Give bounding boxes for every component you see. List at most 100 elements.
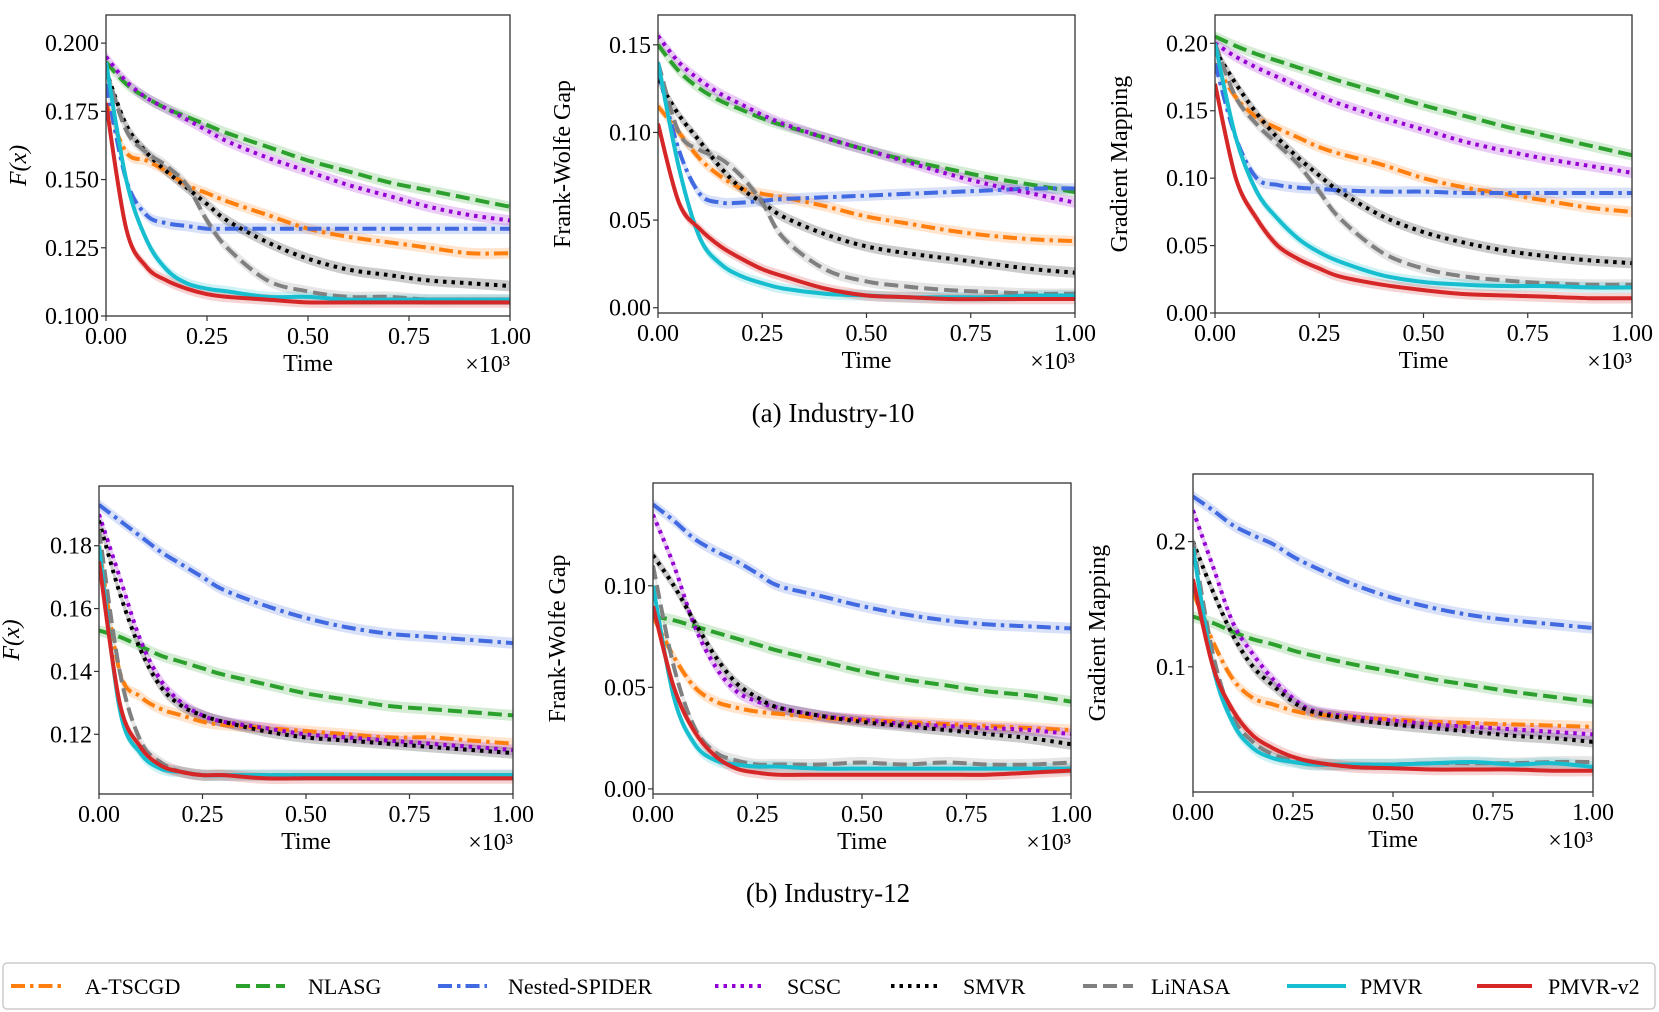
x-axis-label: Time bbox=[1399, 348, 1449, 374]
x-axis-scale-label: ×10³ bbox=[468, 830, 513, 856]
x-tick-label: 0.75 bbox=[950, 321, 992, 347]
legend-label: SCSC bbox=[787, 974, 841, 999]
legend-item-scsc: SCSC bbox=[715, 974, 841, 999]
series-line-nested-spider bbox=[653, 502, 1071, 631]
series-line-a-tscgd bbox=[653, 615, 1071, 732]
series-line-a-tscgd bbox=[99, 545, 513, 746]
legend: A-TSCGD NLASG Nested-SPIDER SCSC SMVR LiNASA P… bbox=[2, 962, 1656, 1010]
band-scsc bbox=[658, 30, 1075, 208]
series-line-nested-spider bbox=[106, 83, 510, 231]
band-pmvr bbox=[99, 540, 513, 781]
y-axis-label: F(x) bbox=[6, 145, 32, 187]
series-line-pmvr-v2 bbox=[106, 102, 510, 305]
band-nested-spider bbox=[1193, 490, 1593, 634]
band-pmvr-v2 bbox=[106, 97, 510, 308]
series-line-nlasg bbox=[106, 60, 510, 209]
x-axis-label: Time bbox=[281, 829, 331, 855]
subplot-6: 0.00 0.25 0.50 0.75 1.00 0.1 0.2 Time ×10³ Gradie… bbox=[1085, 473, 1614, 854]
x-tick-label: 0.00 bbox=[85, 324, 127, 350]
y-tick-label: 0.10 bbox=[609, 120, 651, 146]
series-line-pmvr-v2 bbox=[99, 561, 513, 781]
y-tick-label: 0.00 bbox=[609, 296, 651, 322]
series-line-nlasg bbox=[1215, 34, 1632, 158]
y-tick-label: 0.1 bbox=[1156, 655, 1186, 681]
legend-label: SMVR bbox=[963, 974, 1026, 999]
subplot-3: 0.00 0.25 0.50 0.75 1.00 0.00 0.05 0.10 0.15 0.20… bbox=[1107, 14, 1653, 375]
x-tick-label: 0.75 bbox=[388, 324, 430, 350]
x-tick-label: 1.00 bbox=[1054, 321, 1096, 347]
series-line-a-tscgd bbox=[658, 104, 1075, 244]
y-axis-label: Gradient Mapping bbox=[1085, 545, 1111, 722]
x-tick-label: 0.75 bbox=[1472, 800, 1514, 826]
series-line-pmvr-v2 bbox=[1215, 83, 1632, 301]
band-nlasg bbox=[653, 610, 1071, 708]
x-tick-label: 0.00 bbox=[1172, 800, 1214, 826]
x-tick-label: 0.50 bbox=[846, 321, 888, 347]
x-axis-label: Time bbox=[283, 351, 333, 377]
series-line-linasa bbox=[1215, 42, 1632, 287]
legend-label: Nested-SPIDER bbox=[508, 974, 653, 999]
x-tick-label: 0.00 bbox=[632, 802, 674, 828]
legend-item-nested-spider: Nested-SPIDER bbox=[438, 974, 653, 999]
subplot-5: 0.00 0.25 0.50 0.75 1.00 0.00 0.05 0.10 Time ×10³… bbox=[545, 482, 1092, 856]
band-nlasg bbox=[106, 56, 510, 213]
series-line-smvr bbox=[653, 554, 1071, 747]
x-tick-label: 0.50 bbox=[1372, 800, 1414, 826]
series-line-pmvr bbox=[106, 61, 510, 302]
series-line-pmvr bbox=[1215, 42, 1632, 290]
series-line-linasa bbox=[653, 565, 1071, 767]
band-nlasg bbox=[658, 39, 1075, 198]
x-axis-scale-label: ×10³ bbox=[465, 352, 510, 378]
legend-item-nlasg: NLASG bbox=[236, 974, 381, 999]
x-tick-label: 0.25 bbox=[737, 802, 779, 828]
series-line-nested-spider bbox=[658, 70, 1075, 206]
x-tick-label: 0.50 bbox=[287, 324, 329, 350]
legend-label: PMVR-v2 bbox=[1548, 974, 1640, 999]
y-axis-label: Gradient Mapping bbox=[1107, 76, 1133, 253]
y-tick-label: 0.14 bbox=[50, 659, 92, 685]
x-tick-label: 1.00 bbox=[489, 324, 531, 350]
series-line-pmvr-v2 bbox=[658, 123, 1075, 302]
legend-label: LiNASA bbox=[1151, 974, 1231, 999]
x-tick-label: 0.75 bbox=[389, 802, 431, 828]
series-line-pmvr bbox=[653, 585, 1071, 771]
legend-item-pmvr: PMVR bbox=[1287, 974, 1423, 999]
y-tick-label: 0.00 bbox=[604, 777, 646, 803]
series-line-nested-spider bbox=[99, 503, 513, 646]
caption-a: (a) Industry-10 bbox=[752, 398, 915, 428]
x-tick-label: 1.00 bbox=[1050, 802, 1092, 828]
legend-item-smvr: SMVR bbox=[891, 974, 1026, 999]
x-tick-label: 0.00 bbox=[637, 321, 679, 347]
series-line-smvr bbox=[1215, 49, 1632, 266]
x-tick-label: 0.75 bbox=[1507, 321, 1549, 347]
x-tick-label: 0.25 bbox=[1272, 800, 1314, 826]
y-tick-label: 0.16 bbox=[50, 597, 92, 623]
band-nested-spider bbox=[106, 78, 510, 235]
y-axis-label: F(x) bbox=[0, 619, 25, 661]
band-nlasg bbox=[1215, 31, 1632, 161]
x-tick-label: 0.25 bbox=[741, 321, 783, 347]
series-line-a-tscgd bbox=[1193, 590, 1593, 729]
legend-item-a-tscgd: A-TSCGD bbox=[11, 974, 180, 999]
series-line-nested-spider bbox=[1215, 62, 1632, 196]
x-tick-label: 0.75 bbox=[946, 802, 988, 828]
x-axis-scale-label: ×10³ bbox=[1587, 349, 1632, 375]
y-tick-label: 0.150 bbox=[45, 168, 99, 194]
y-tick-label: 0.10 bbox=[1166, 166, 1208, 192]
y-tick-label: 0.125 bbox=[45, 236, 99, 262]
y-tick-label: 0.00 bbox=[1166, 301, 1208, 327]
legend-label: A-TSCGD bbox=[85, 974, 180, 999]
band-scsc bbox=[1215, 38, 1632, 179]
x-tick-label: 1.00 bbox=[1572, 800, 1614, 826]
y-tick-label: 0.12 bbox=[50, 722, 92, 748]
x-tick-label: 0.25 bbox=[1298, 321, 1340, 347]
series-line-scsc bbox=[1215, 41, 1632, 175]
x-tick-label: 1.00 bbox=[1611, 321, 1653, 347]
series-line-nested-spider bbox=[1193, 494, 1593, 630]
series-line-smvr bbox=[106, 69, 510, 288]
y-tick-label: 0.18 bbox=[50, 534, 92, 560]
x-tick-label: 0.50 bbox=[1403, 321, 1445, 347]
series-line-nlasg bbox=[1193, 614, 1593, 704]
band-nested-spider bbox=[99, 499, 513, 649]
